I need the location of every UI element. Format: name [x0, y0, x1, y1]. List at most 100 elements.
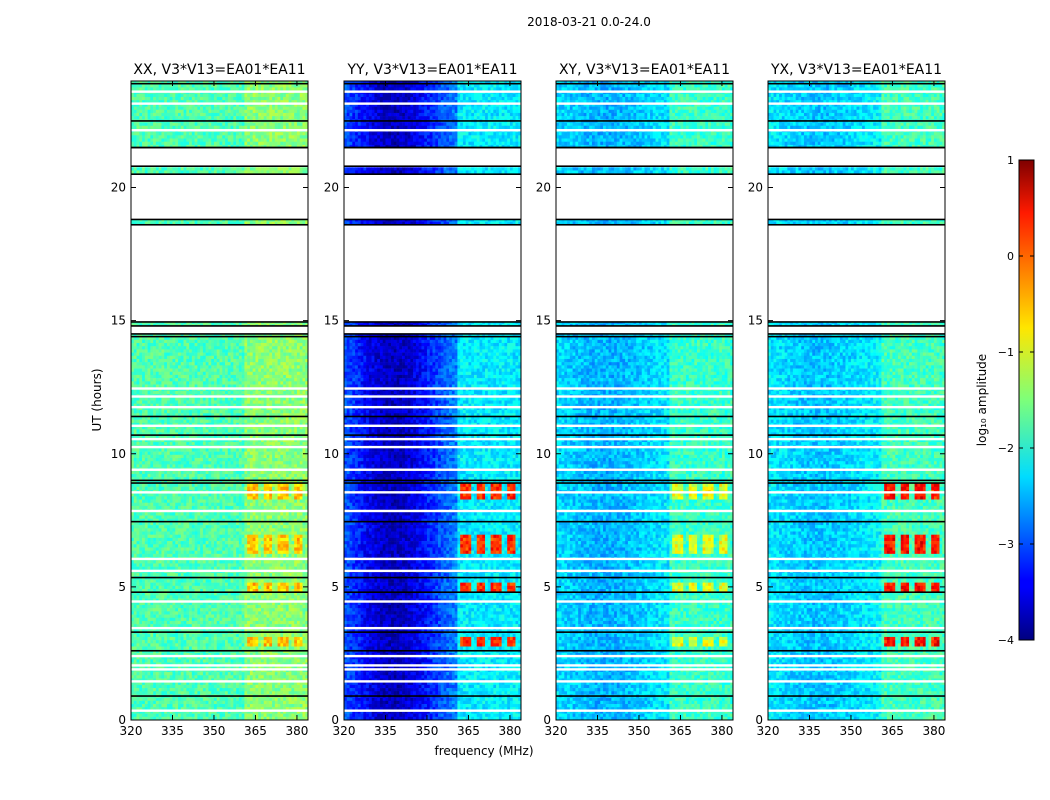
heatmap-cell — [267, 135, 270, 138]
heatmap-cell — [297, 123, 300, 126]
heatmap-cell — [148, 132, 151, 135]
heatmap-cell — [267, 84, 270, 87]
heatmap-cell — [153, 132, 156, 135]
heatmap-cell — [231, 116, 234, 119]
heatmap-cell — [289, 116, 292, 119]
heatmap-cell — [203, 123, 206, 126]
heatmap-cell — [172, 116, 175, 119]
heatmap-cell — [302, 123, 305, 126]
heatmap-cell — [272, 94, 275, 97]
heatmap-cell — [214, 116, 217, 119]
heatmap-cell — [294, 116, 297, 119]
heatmap-cell — [272, 110, 275, 113]
heatmap-cell — [148, 97, 151, 100]
heatmap-cell — [184, 139, 187, 142]
heatmap-cell — [225, 132, 228, 135]
heatmap-cell — [153, 110, 156, 113]
heatmap-cell — [217, 116, 220, 119]
heatmap-cell — [233, 126, 236, 129]
heatmap-cell — [239, 87, 242, 90]
heatmap-cell — [283, 123, 286, 126]
heatmap-cell — [150, 132, 153, 135]
heatmap-cell — [137, 139, 140, 142]
heatmap-cell — [300, 123, 303, 126]
heatmap-cell — [247, 107, 250, 110]
heatmap-cell — [261, 123, 264, 126]
heatmap-cell — [150, 135, 153, 138]
heatmap-cell — [164, 135, 167, 138]
heatmap-cell — [164, 139, 167, 142]
heatmap-cell — [225, 97, 228, 100]
heatmap-cell — [203, 110, 206, 113]
heatmap-cell — [189, 110, 192, 113]
heatmap-cell — [137, 123, 140, 126]
heatmap-cell — [148, 87, 151, 90]
heatmap-cell — [195, 139, 198, 142]
heatmap-cell — [250, 94, 253, 97]
heatmap-cell — [231, 126, 234, 129]
heatmap-cell — [247, 87, 250, 90]
heatmap-cell — [178, 110, 181, 113]
heatmap-cell — [189, 97, 192, 100]
heatmap-cell — [269, 110, 272, 113]
heatmap-cell — [208, 116, 211, 119]
heatmap-cell — [172, 110, 175, 113]
heatmap-cell — [186, 135, 189, 138]
heatmap-cell — [275, 116, 278, 119]
heatmap-cell — [267, 113, 270, 116]
heatmap-cell — [283, 110, 286, 113]
heatmap-cell — [302, 84, 305, 87]
heatmap-cell — [217, 113, 220, 116]
heatmap-cell — [283, 94, 286, 97]
heatmap-cell — [269, 107, 272, 110]
heatmap-cell — [244, 126, 247, 129]
heatmap-cell — [164, 87, 167, 90]
heatmap-cell — [175, 94, 178, 97]
heatmap-cell — [214, 94, 217, 97]
heatmap-cell — [211, 113, 214, 116]
heatmap-cell — [280, 139, 283, 142]
heatmap-cell — [261, 87, 264, 90]
heatmap-cell — [161, 126, 164, 129]
heatmap-cell — [217, 84, 220, 87]
heatmap-cell — [142, 87, 145, 90]
heatmap-cell — [156, 126, 159, 129]
heatmap-cell — [175, 126, 178, 129]
heatmap-cell — [148, 123, 151, 126]
heatmap-cell — [137, 135, 140, 138]
heatmap-cell — [181, 132, 184, 135]
heatmap-cell — [300, 107, 303, 110]
heatmap-cell — [247, 94, 250, 97]
heatmap-cell — [302, 113, 305, 116]
heatmap-cell — [139, 139, 142, 142]
heatmap-cell — [269, 132, 272, 135]
heatmap-cell — [297, 107, 300, 110]
heatmap-cell — [267, 107, 270, 110]
heatmap-cell — [200, 126, 203, 129]
heatmap-cell — [253, 97, 256, 100]
heatmap-cell — [195, 113, 198, 116]
heatmap-cell — [244, 113, 247, 116]
heatmap-cell — [258, 126, 261, 129]
heatmap-cell — [164, 110, 167, 113]
heatmap-cell — [178, 139, 181, 142]
heatmap-cell — [172, 139, 175, 142]
heatmap-cell — [244, 97, 247, 100]
heatmap-cell — [175, 113, 178, 116]
heatmap-cell — [172, 113, 175, 116]
heatmap-cell — [178, 126, 181, 129]
heatmap-cell — [253, 126, 256, 129]
heatmap-cell — [250, 107, 253, 110]
heatmap-cell — [175, 84, 178, 87]
heatmap-cell — [233, 84, 236, 87]
heatmap-cell — [153, 135, 156, 138]
heatmap-cell — [283, 87, 286, 90]
heatmap-cell — [244, 132, 247, 135]
heatmap-cell — [145, 107, 148, 110]
heatmap-cell — [167, 107, 170, 110]
heatmap-cell — [145, 113, 148, 116]
heatmap-cell — [244, 87, 247, 90]
heatmap-cell — [181, 113, 184, 116]
heatmap-cell — [206, 107, 209, 110]
heatmap-cell — [192, 139, 195, 142]
